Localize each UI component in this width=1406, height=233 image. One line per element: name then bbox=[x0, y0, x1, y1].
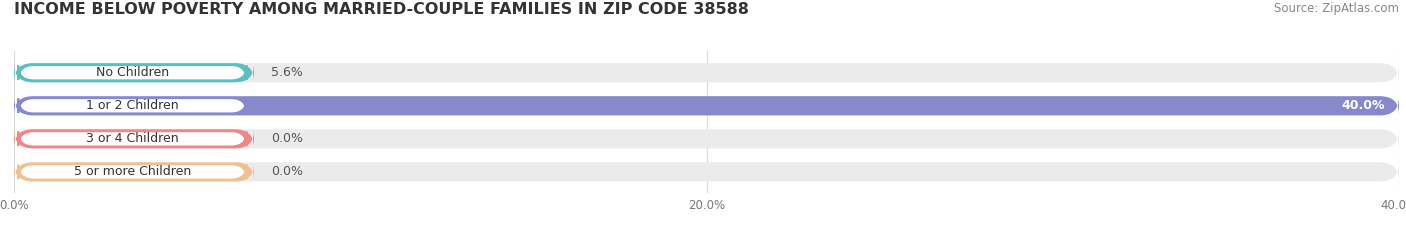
Text: No Children: No Children bbox=[96, 66, 169, 79]
FancyBboxPatch shape bbox=[14, 96, 1399, 115]
Text: 0.0%: 0.0% bbox=[271, 165, 304, 178]
FancyBboxPatch shape bbox=[18, 164, 246, 180]
Text: 1 or 2 Children: 1 or 2 Children bbox=[86, 99, 179, 112]
FancyBboxPatch shape bbox=[14, 129, 1399, 148]
Text: 0.0%: 0.0% bbox=[271, 132, 304, 145]
Text: 40.0%: 40.0% bbox=[1341, 99, 1385, 112]
FancyBboxPatch shape bbox=[14, 96, 1399, 115]
FancyBboxPatch shape bbox=[14, 63, 254, 82]
FancyBboxPatch shape bbox=[14, 63, 1399, 82]
FancyBboxPatch shape bbox=[14, 129, 254, 148]
FancyBboxPatch shape bbox=[14, 162, 254, 182]
FancyBboxPatch shape bbox=[18, 131, 246, 147]
Text: Source: ZipAtlas.com: Source: ZipAtlas.com bbox=[1274, 2, 1399, 15]
FancyBboxPatch shape bbox=[18, 98, 246, 113]
Text: INCOME BELOW POVERTY AMONG MARRIED-COUPLE FAMILIES IN ZIP CODE 38588: INCOME BELOW POVERTY AMONG MARRIED-COUPL… bbox=[14, 2, 749, 17]
Text: 3 or 4 Children: 3 or 4 Children bbox=[86, 132, 179, 145]
FancyBboxPatch shape bbox=[14, 162, 1399, 182]
FancyBboxPatch shape bbox=[18, 65, 246, 80]
Text: 5 or more Children: 5 or more Children bbox=[75, 165, 191, 178]
Text: 5.6%: 5.6% bbox=[271, 66, 304, 79]
